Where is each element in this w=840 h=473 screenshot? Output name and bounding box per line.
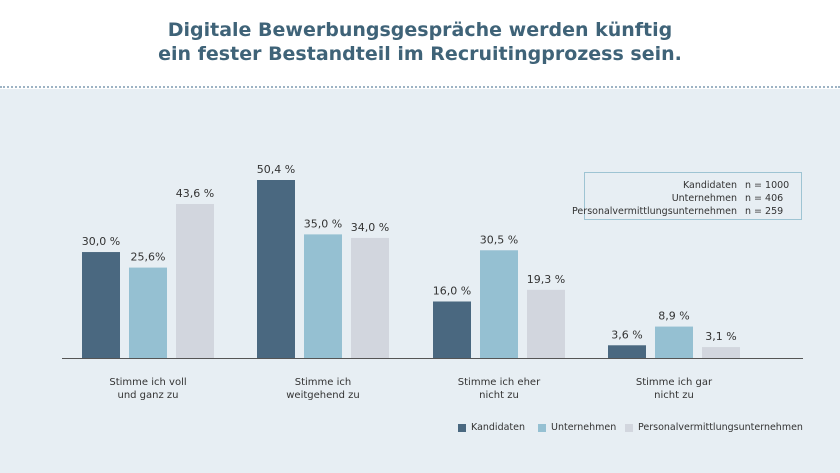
sample-value: n = 259 — [745, 206, 784, 217]
bar — [176, 204, 214, 358]
data-label: 35,0 % — [304, 217, 342, 230]
chart-title-line-2: ein fester Bestandteil im Recruitingproz… — [158, 43, 682, 65]
category-label: weitgehend zu — [286, 390, 359, 401]
bar — [480, 250, 518, 358]
data-label: 3,6 % — [611, 328, 642, 341]
data-label: 30,5 % — [480, 233, 518, 246]
data-label: 34,0 % — [351, 221, 389, 234]
bar — [702, 347, 740, 358]
chart-title: Digitale Bewerbungsgespräche werden künf… — [0, 18, 840, 66]
bar — [433, 301, 471, 358]
data-label: 25,6% — [131, 251, 166, 264]
category-label: nicht zu — [479, 390, 519, 401]
sample-label: Kandidaten — [682, 180, 737, 191]
sample-size-box: Kandidaten n = 1000 Unternehmen n = 406 … — [572, 172, 802, 220]
data-label: 19,3 % — [527, 273, 565, 286]
legend-swatch — [538, 424, 546, 432]
sample-value: n = 406 — [745, 193, 784, 204]
legend-label: Unternehmen — [551, 422, 617, 433]
legend-label: Personalvermittlungsunternehmen — [638, 422, 803, 433]
legend-swatch — [625, 424, 633, 432]
chart-title-line-1: Digitale Bewerbungsgespräche werden künf… — [167, 19, 673, 41]
bar — [82, 252, 120, 358]
sample-label: Personalvermittlungsunternehmen — [572, 206, 737, 217]
bar — [304, 234, 342, 358]
data-label: 50,4 % — [257, 163, 295, 176]
header: Digitale Bewerbungsgespräche werden künf… — [0, 0, 840, 86]
data-label: 43,6 % — [176, 187, 214, 200]
bar — [655, 326, 693, 358]
category-label: Stimme ich eher — [458, 377, 541, 388]
bar — [527, 289, 565, 358]
sample-value: n = 1000 — [745, 180, 790, 191]
data-label: 8,9 % — [658, 310, 689, 323]
bar — [129, 267, 167, 358]
bar — [257, 180, 295, 358]
sample-label: Unternehmen — [671, 193, 737, 204]
legend-swatch — [458, 424, 466, 432]
bar — [608, 345, 646, 358]
bar — [351, 237, 389, 358]
data-label: 16,0 % — [433, 284, 471, 297]
category-label: Stimme ich gar — [636, 377, 713, 388]
dotted-separator — [0, 86, 840, 88]
category-label: und ganz zu — [117, 390, 178, 401]
legend-label: Kandidaten — [471, 422, 526, 433]
data-label: 3,1 % — [705, 330, 736, 343]
category-label: nicht zu — [654, 390, 694, 401]
category-label: Stimme ich — [295, 377, 351, 388]
category-label: Stimme ich voll — [109, 377, 186, 388]
data-label: 30,0 % — [82, 235, 120, 248]
